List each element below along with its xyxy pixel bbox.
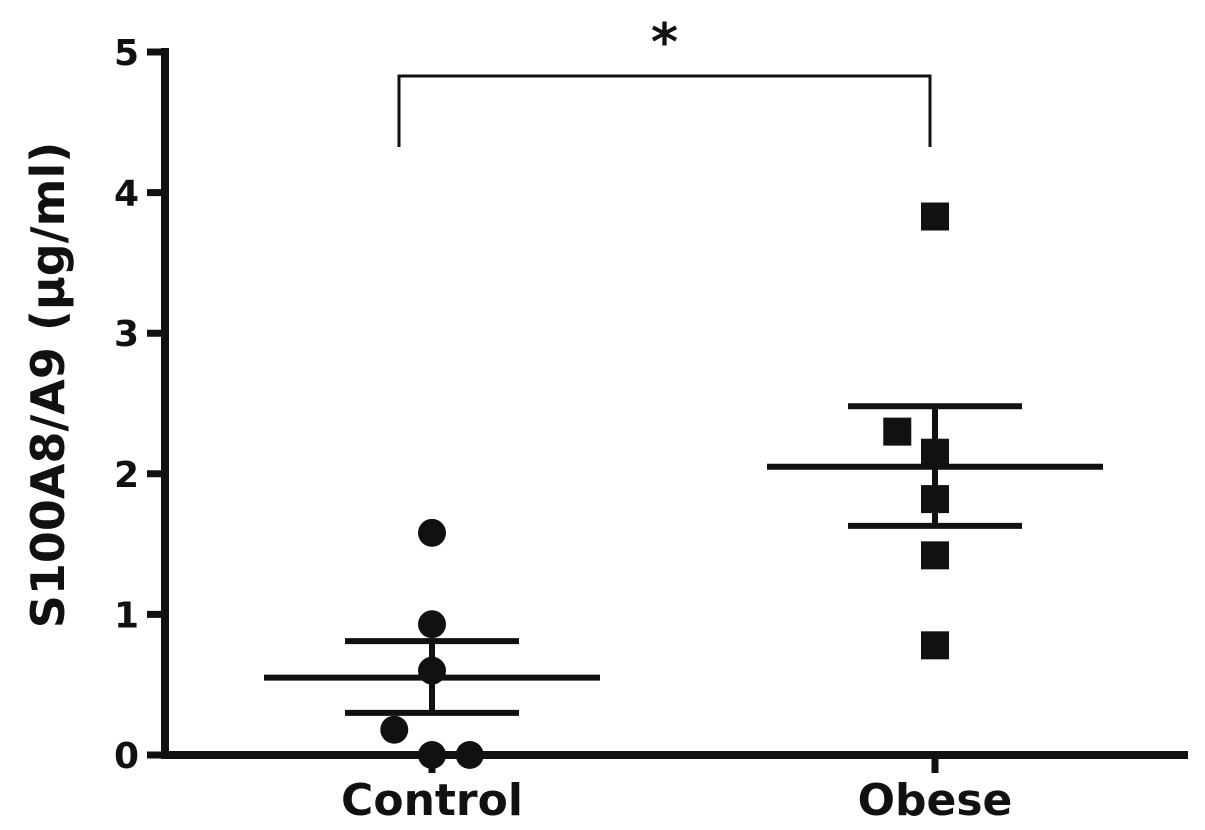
data-point: [921, 631, 949, 660]
significance-annotation: *: [397, 13, 932, 147]
data-point: [455, 741, 484, 769]
data-point: [921, 541, 949, 570]
y-axis-title: S100A8/A9 (µg/ml): [21, 142, 75, 629]
data-marks: [380, 202, 949, 769]
significance-bracket: [397, 74, 932, 147]
data-point: [380, 715, 409, 744]
data-point: [418, 741, 446, 769]
y-tick-label: 1: [114, 595, 139, 636]
x-axis: Control Obese: [161, 751, 1188, 826]
x-category-label: Control: [341, 775, 523, 826]
y-tick-label: 2: [114, 455, 139, 496]
mean-sem-bars: [264, 403, 1103, 716]
y-tick-label: 4: [114, 174, 139, 215]
y-tick-label: 3: [114, 314, 139, 355]
data-point: [883, 417, 912, 446]
significance-star: *: [651, 13, 678, 73]
x-category-label: Obese: [858, 775, 1013, 826]
data-point: [418, 518, 446, 547]
data-point: [418, 610, 446, 639]
y-tick-label: 5: [114, 33, 139, 74]
y-tick-label: 0: [114, 736, 139, 777]
data-point: [921, 202, 949, 231]
y-axis: 0 1 2 3 4 5: [114, 33, 169, 777]
